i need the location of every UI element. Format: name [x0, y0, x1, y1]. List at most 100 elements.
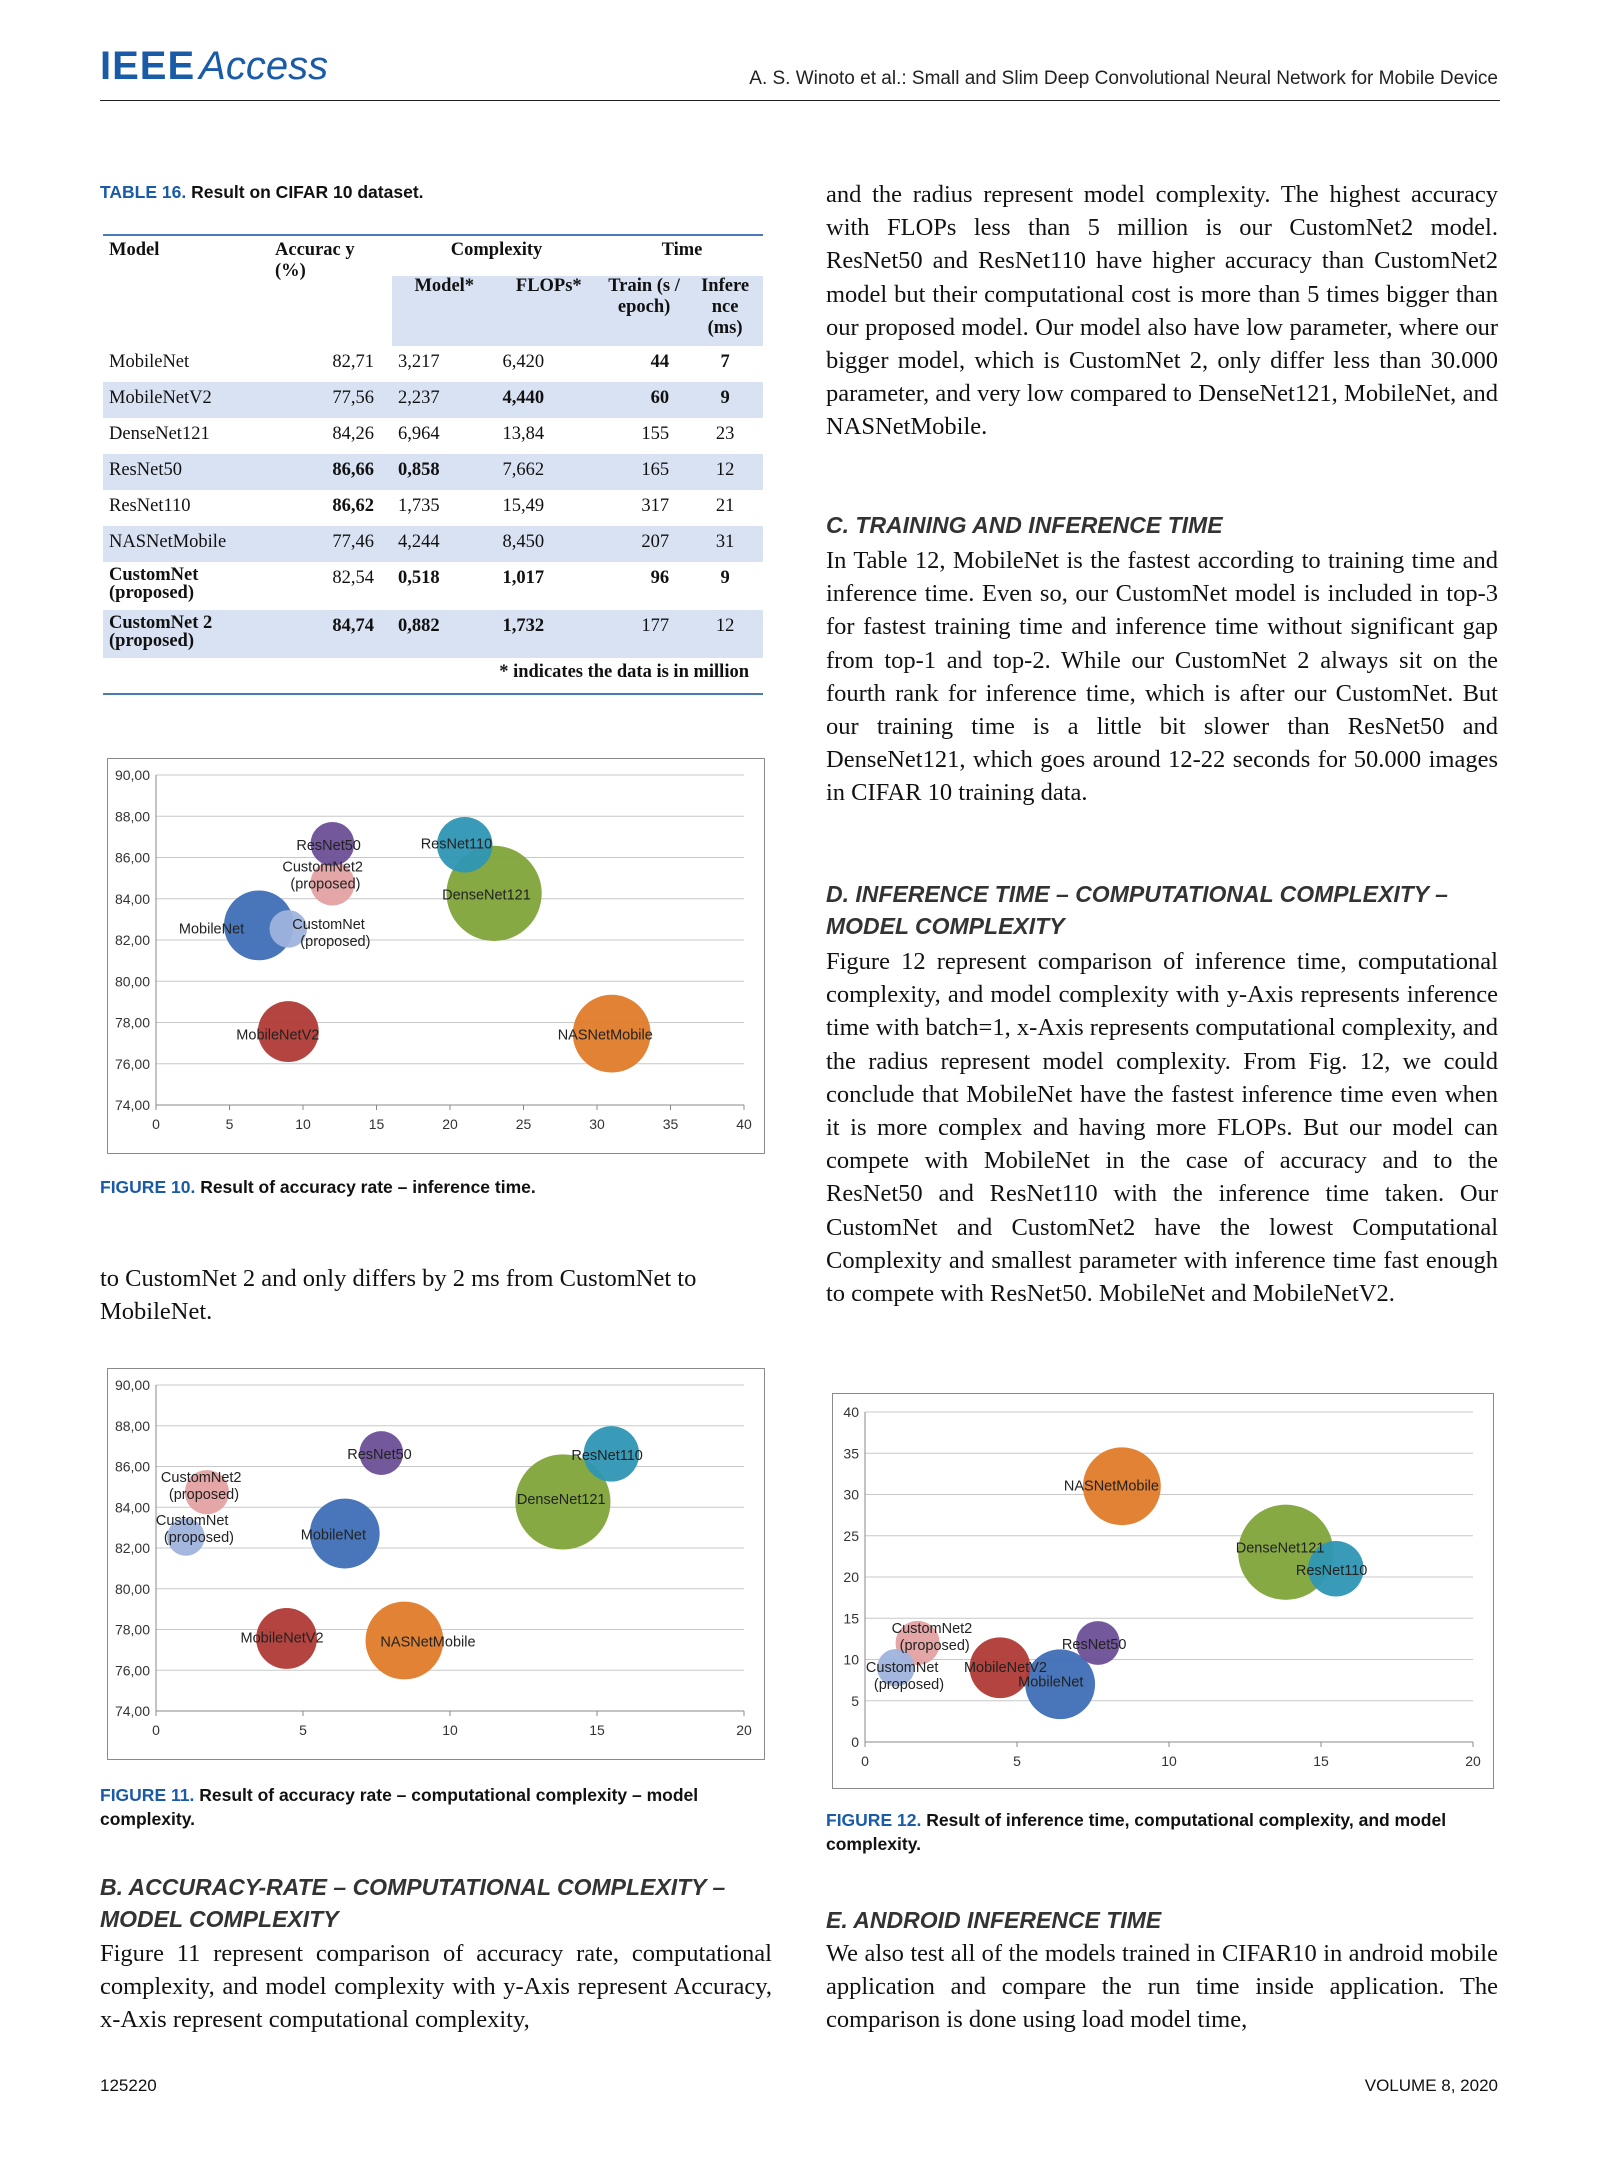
bubble-data-label: CustomNet — [156, 1513, 229, 1529]
x-tick-label: 15 — [589, 1722, 605, 1738]
y-tick-label: 20 — [843, 1569, 859, 1585]
bubble-mobilenetv2 — [257, 1001, 319, 1063]
table-row: MobileNet 82,71 3,217 6,420 44 7 — [103, 346, 763, 382]
bubble-mobilenet — [1025, 1649, 1096, 1720]
header-complexity: Complexity — [450, 240, 543, 260]
table-caption-text: Result on CIFAR 10 dataset. — [191, 182, 424, 202]
x-tick-label: 25 — [516, 1116, 532, 1132]
x-tick-label: 15 — [1313, 1753, 1329, 1769]
x-tick-label: 30 — [589, 1116, 605, 1132]
figure-12-caption-label: FIGURE 12. — [826, 1810, 922, 1830]
y-tick-label: 88,00 — [115, 808, 150, 824]
cell-flops: 8,450 — [496, 526, 602, 562]
figure-11-caption-label: FIGURE 11. — [100, 1785, 195, 1805]
cell-model: ResNet50 — [103, 454, 270, 490]
cell-train: 317 — [641, 496, 670, 516]
y-tick-label: 10 — [843, 1652, 859, 1668]
bubble-data-label: (proposed) — [900, 1638, 970, 1654]
bubble-customnet-proposed — [877, 1648, 915, 1687]
cell-model-params: 4,244 — [391, 526, 497, 562]
y-tick-label: 84,00 — [115, 1499, 150, 1515]
y-tick-label: 86,00 — [115, 1459, 150, 1475]
volume-info: VOLUME 8, 2020 — [1364, 2076, 1498, 2095]
bubble-densenet121 — [515, 1454, 611, 1550]
figure-12-caption-text: Result of inference time, computational … — [826, 1810, 1447, 1854]
figure-10-caption-text: Result of accuracy rate – inference time… — [200, 1177, 536, 1197]
right-paragraph-top: and the radius represent model complexit… — [826, 181, 1498, 441]
cell-model: ResNet110 — [109, 496, 191, 516]
table-row: ResNet50 86,66 0,858 7,662 165 12 — [103, 454, 763, 490]
table-row: MobileNetV2 77,56 2,237 4,440 60 9 — [103, 382, 763, 418]
y-tick-label: 0 — [851, 1734, 859, 1750]
header-model: Model — [109, 240, 160, 260]
bubble-data-label: ResNet110 — [1296, 1563, 1367, 1579]
section-e-paragraph: We also test all of the models trained i… — [826, 1940, 1498, 2034]
figure-11-chart: 74,00 76,00 78,00 80,00 82,00 84,00 86,00 88,00… — [107, 1368, 765, 1760]
figure-11-caption-text: Result of accuracy rate – computational … — [100, 1785, 699, 1829]
y-tick-label: 30 — [843, 1487, 859, 1503]
y-tick-label: 35 — [843, 1445, 859, 1461]
bubble-mobilenetv2 — [256, 1608, 317, 1669]
cell-model: MobileNet — [109, 352, 190, 372]
section-c-heading: C. TRAINING AND INFERENCE TIME — [826, 512, 1223, 538]
bubble-resnet50 — [1076, 1621, 1120, 1665]
y-tick-label: 80,00 — [115, 1581, 150, 1597]
table-caption-label: TABLE 16. — [100, 182, 187, 202]
bubble-customnet2-proposed — [310, 861, 355, 906]
y-tick-label: 40 — [843, 1404, 859, 1420]
cell-inference: 21 — [715, 496, 735, 516]
bubble-data-label: CustomNet2 — [282, 859, 363, 875]
cell-accuracy: 86,62 — [332, 496, 374, 516]
section-b-paragraph: Figure 11 represent comparison of accura… — [100, 1940, 772, 2034]
cell-accuracy: 86,66 — [269, 454, 392, 490]
cell-accuracy: 77,46 — [269, 526, 392, 562]
bubble-data-label: (proposed) — [290, 876, 360, 892]
figure-12-caption: FIGURE 12. Result of inference time, com… — [826, 1808, 1498, 1856]
figure-10-caption-label: FIGURE 10. — [100, 1177, 196, 1197]
cell-model: MobileNetV2 — [103, 382, 270, 418]
bubble-data-label: MobileNetV2 — [236, 1028, 319, 1044]
results-table: Model Accurac y (%) Complexity Time Mode… — [103, 234, 763, 695]
header-accuracy: Accurac y (%) — [275, 240, 355, 281]
bubble-data-label: CustomNet — [292, 917, 365, 933]
bubble-resnet50 — [359, 1431, 404, 1475]
bubble-resnet110 — [436, 816, 493, 873]
cell-model-params: 0,858 — [391, 454, 497, 490]
y-tick-label: 5 — [851, 1693, 859, 1709]
bubble-data-label: DenseNet121 — [517, 1492, 606, 1508]
bubble-data-label: ResNet50 — [347, 1447, 411, 1463]
x-tick-label: 20 — [442, 1116, 458, 1132]
cell-train: 207 — [601, 526, 688, 562]
bubble-data-label: (proposed) — [300, 934, 370, 950]
y-tick-label: 86,00 — [115, 850, 150, 866]
bubble-customnet2-proposed — [184, 1470, 230, 1515]
y-tick-label: 76,00 — [115, 1056, 150, 1072]
section-c-paragraph: In Table 12, MobileNet is the fastest ac… — [826, 547, 1498, 807]
y-tick-label: 74,00 — [115, 1097, 150, 1113]
bubble-data-label: DenseNet121 — [1236, 1540, 1325, 1556]
cell-inference: 7 — [720, 352, 730, 372]
bubble-data-label: (proposed) — [164, 1530, 234, 1546]
page-number: 125220 — [100, 2076, 157, 2095]
bubble-customnet-proposed — [269, 910, 308, 948]
table-row: CustomNet 2 (proposed) 84,74 0,882 1,732 177… — [103, 610, 763, 658]
figure11-svg: 74,00 76,00 78,00 80,00 82,00 84,00 86,00 88,00… — [115, 1377, 752, 1738]
table-row: NASNetMobile 77,46 4,244 8,450 207 31 — [103, 526, 763, 562]
figure-11-caption: FIGURE 11. Result of accuracy rate – com… — [100, 1783, 772, 1831]
y-tick-label: 78,00 — [115, 1015, 150, 1031]
cell-model-params: 0,882 — [391, 610, 497, 658]
cell-inference: 12 — [687, 454, 763, 490]
x-tick-label: 0 — [861, 1753, 869, 1769]
cell-flops: 4,440 — [496, 382, 602, 418]
cell-model-params: 6,964 — [397, 424, 440, 444]
x-tick-label: 15 — [369, 1116, 385, 1132]
y-tick-label: 82,00 — [115, 932, 150, 948]
x-tick-label: 10 — [1161, 1753, 1177, 1769]
x-tick-label: 5 — [1013, 1753, 1021, 1769]
bubble-data-label: MobileNet — [301, 1528, 366, 1544]
table-caption: TABLE 16. Result on CIFAR 10 dataset. — [100, 180, 760, 204]
y-tick-label: 88,00 — [115, 1418, 150, 1434]
bubble-data-label: MobileNet — [1018, 1674, 1083, 1690]
cell-inference: 12 — [687, 610, 763, 658]
logo-access-text: Access — [199, 44, 329, 88]
